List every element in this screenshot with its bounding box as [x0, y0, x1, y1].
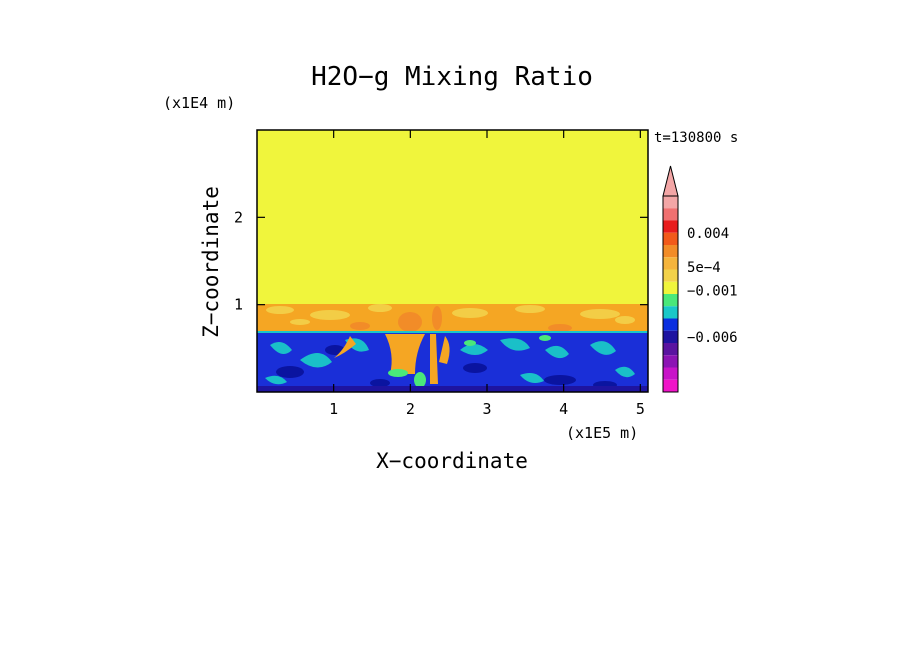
y-tick-label-1: 2	[234, 208, 243, 226]
x-tick-label-2: 3	[482, 400, 491, 418]
colorbar-swatch-15	[663, 379, 678, 392]
y-axis-label: Z−coordinate	[199, 186, 223, 338]
colorbar-swatch-7	[663, 281, 678, 294]
y-scale-label: (x1E4 m)	[163, 94, 235, 112]
transition-dark	[350, 306, 572, 332]
colorbar-swatch-0	[663, 196, 678, 209]
plot-area	[257, 130, 648, 392]
x-tick-label-3: 4	[559, 400, 568, 418]
colorbar-label-1: 5e−4	[687, 260, 721, 276]
x-tick-label-0: 1	[329, 400, 338, 418]
colorbar: 0.004 5e−4 −0.001 −0.006	[662, 165, 738, 393]
colorbar-frame	[662, 195, 679, 393]
chart-title: H2O−g Mixing Ratio	[311, 62, 593, 92]
colorbar-swatch-13	[663, 355, 678, 368]
colorbar-swatch-6	[663, 269, 678, 282]
colorbar-swatch-9	[663, 306, 678, 319]
eddies-green	[265, 338, 635, 385]
colorbar-swatch-2	[663, 220, 678, 233]
region-transition	[257, 304, 648, 334]
colorbar-swatch-1	[663, 208, 678, 221]
colorbar-swatch-10	[663, 318, 678, 331]
x-axis-label: X−coordinate	[376, 449, 528, 473]
axis-ticks	[257, 130, 648, 392]
colorbar-swatch-12	[663, 343, 678, 356]
colorbar-label-0: 0.004	[687, 226, 729, 242]
colorbar-label-2: −0.001	[687, 283, 738, 299]
transition-texture	[266, 304, 635, 325]
x-tick-label-1: 2	[406, 400, 415, 418]
y-tick-label-0: 1	[234, 296, 243, 314]
colorbar-label-3: −0.006	[687, 330, 738, 346]
colorbar-swatch-3	[663, 232, 678, 245]
colorbar-swatch-14	[663, 367, 678, 380]
colorbar-swatch-5	[663, 257, 678, 270]
colorbar-swatch-8	[663, 294, 678, 307]
tick-labels: 1 2 3 4 5 1 2	[234, 208, 645, 418]
colorbar-swatch-4	[663, 245, 678, 258]
region-upper	[257, 130, 648, 306]
colorbar-arrow	[662, 165, 679, 197]
plume-green	[388, 335, 551, 388]
colorbar-swatch-11	[663, 330, 678, 343]
x-tick-label-4: 5	[636, 400, 645, 418]
plot-frame	[256, 129, 649, 393]
plume-orange	[334, 334, 450, 384]
x-scale-label: (x1E5 m)	[566, 424, 638, 442]
time-label: t=130800 s	[654, 130, 738, 146]
surface-layer	[257, 386, 648, 392]
